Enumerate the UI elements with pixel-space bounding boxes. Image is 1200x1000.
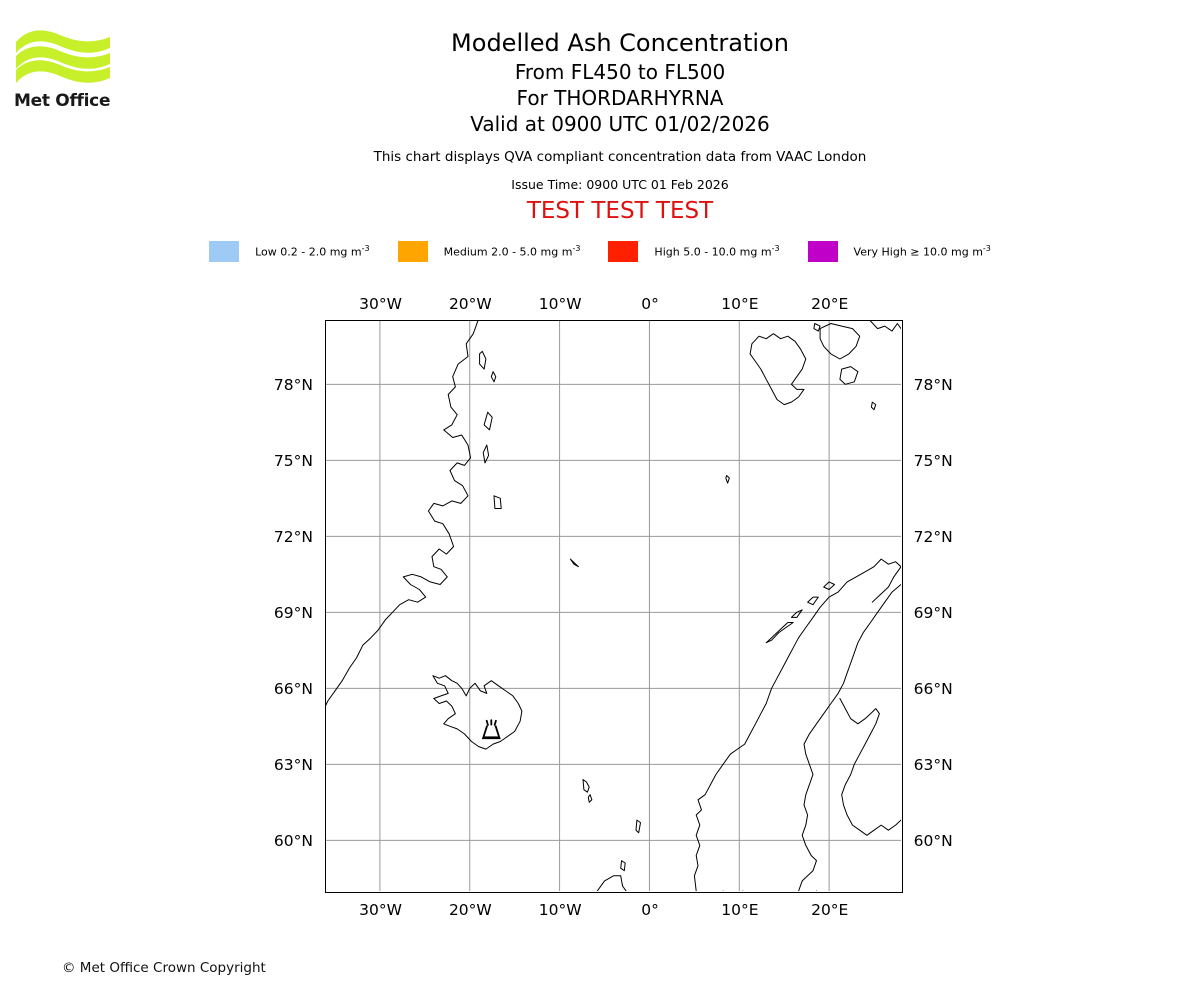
lat-tick-label: 75°N: [913, 451, 953, 470]
lon-tick-label: 20°W: [448, 900, 492, 919]
coastline-path: [635, 819, 641, 834]
coastline-path: [871, 566, 901, 603]
map-container: 30°W 30°W 20°W 20°W 10°W 10°W 0° 0° 10°E 10°E 20°E…: [274, 295, 953, 919]
legend-medium: Medium 2.0 - 5.0 mg m-3: [397, 241, 581, 262]
lat-tick-label: 63°N: [913, 755, 953, 774]
lon-tick-label: 10°E: [721, 900, 759, 919]
coastline-path: [620, 860, 626, 872]
lon-tick-label: 30°W: [359, 295, 402, 313]
coastline-path: [807, 596, 819, 606]
legend-low-label: Low 0.2 - 2.0 mg m-3: [255, 244, 370, 259]
concentration-legend: Low 0.2 - 2.0 mg m-3 Medium 2.0 - 5.0 mg …: [0, 241, 1200, 262]
qva-note: This chart displays QVA compliant concen…: [373, 149, 867, 165]
coastline-path: [587, 794, 593, 803]
map-gridlines: [326, 321, 901, 891]
coastline-path: [493, 495, 502, 509]
lat-tick-label: 66°N: [273, 679, 313, 698]
coastline-path: [483, 411, 493, 431]
coastline-path: [326, 321, 479, 706]
legend-medium-swatch: [397, 241, 428, 262]
coastline-path: [582, 779, 590, 793]
volcano-plume-1: [485, 719, 489, 726]
lon-tick-label: 20°W: [448, 295, 492, 313]
lat-tick-label: 60°N: [273, 831, 313, 850]
coastline-path: [596, 875, 627, 891]
volcano-marker: [481, 719, 501, 740]
coastline-path: [813, 323, 821, 332]
legend-high-label: High 5.0 - 10.0 mg m-3: [654, 244, 780, 259]
coastline-path: [490, 371, 497, 383]
legend-very-high: Very High ≥ 10.0 mg m-3: [807, 241, 991, 262]
map-canvas: [326, 321, 901, 891]
lat-tick-label: 63°N: [273, 755, 313, 774]
coastline-path: [790, 609, 803, 618]
lat-tick-label: 72°N: [913, 527, 953, 546]
copyright-footer: © Met Office Crown Copyright: [62, 960, 266, 976]
met-office-logo-mark: [16, 30, 110, 83]
chart-header: Modelled Ash Concentration From FL450 to…: [120, 28, 1120, 225]
valid-time-subtitle: Valid at 0900 UTC 01/02/2026: [470, 112, 770, 136]
lon-tick-label: 10°E: [721, 295, 759, 313]
coastline-path: [749, 333, 807, 406]
lat-tick-label: 69°N: [913, 603, 953, 622]
coastline-path: [798, 584, 901, 891]
coastline-path: [819, 323, 861, 360]
coastline-path: [725, 475, 730, 484]
test-banner: TEST TEST TEST: [526, 198, 714, 224]
coastline-path: [839, 698, 901, 836]
coastline-path: [765, 622, 794, 644]
coastline-path: [569, 558, 579, 568]
legend-medium-label: Medium 2.0 - 5.0 mg m-3: [443, 244, 581, 259]
coastline-path: [823, 581, 835, 590]
coastline-path: [839, 366, 859, 385]
flight-level-subtitle: From FL450 to FL500: [514, 60, 726, 84]
legend-very-high-swatch: [807, 241, 838, 262]
volcano-subtitle: For THORDARHYRNA: [516, 86, 724, 110]
volcano-plume-3: [493, 719, 497, 726]
legend-high-swatch: [608, 241, 639, 262]
page-title: Modelled Ash Concentration: [451, 29, 789, 57]
coastline-path: [432, 675, 523, 750]
coastline-path: [482, 444, 490, 464]
lon-tick-label: 0°: [641, 295, 659, 313]
legend-very-high-label: Very High ≥ 10.0 mg m-3: [853, 244, 991, 259]
volcano-base: [483, 736, 500, 739]
legend-low: Low 0.2 - 2.0 mg m-3: [209, 241, 370, 262]
met-office-logo-text: Met Office: [14, 91, 111, 111]
lon-tick-label: 0°: [641, 900, 659, 919]
lat-tick-label: 60°N: [913, 831, 953, 850]
met-office-logo: Met Office: [14, 26, 114, 116]
lon-tick-label: 20°E: [811, 295, 849, 313]
lat-tick-label: 75°N: [273, 451, 313, 470]
lon-tick-label: 10°W: [538, 295, 582, 313]
lat-tick-label: 78°N: [273, 375, 313, 394]
lon-tick-label: 10°W: [538, 900, 582, 919]
lat-tick-label: 72°N: [273, 527, 313, 546]
legend-low-swatch: [209, 241, 240, 262]
lat-tick-label: 78°N: [913, 375, 953, 394]
volcano-marker-layer: [481, 719, 501, 740]
lat-tick-label: 69°N: [273, 603, 313, 622]
map-coastlines: [326, 321, 901, 891]
volcano-cone: [481, 725, 501, 740]
map-plot-frame: [325, 320, 903, 893]
coastline-path: [479, 350, 487, 370]
coastline-path: [870, 321, 901, 332]
coastline-path: [870, 401, 877, 411]
lon-tick-label: 30°W: [359, 900, 402, 919]
coastline-path: [693, 558, 901, 891]
lon-tick-label: 20°E: [811, 900, 849, 919]
issue-time: Issue Time: 0900 UTC 01 Feb 2026: [511, 177, 729, 192]
lat-tick-label: 66°N: [913, 679, 953, 698]
legend-high: High 5.0 - 10.0 mg m-3: [608, 241, 780, 262]
